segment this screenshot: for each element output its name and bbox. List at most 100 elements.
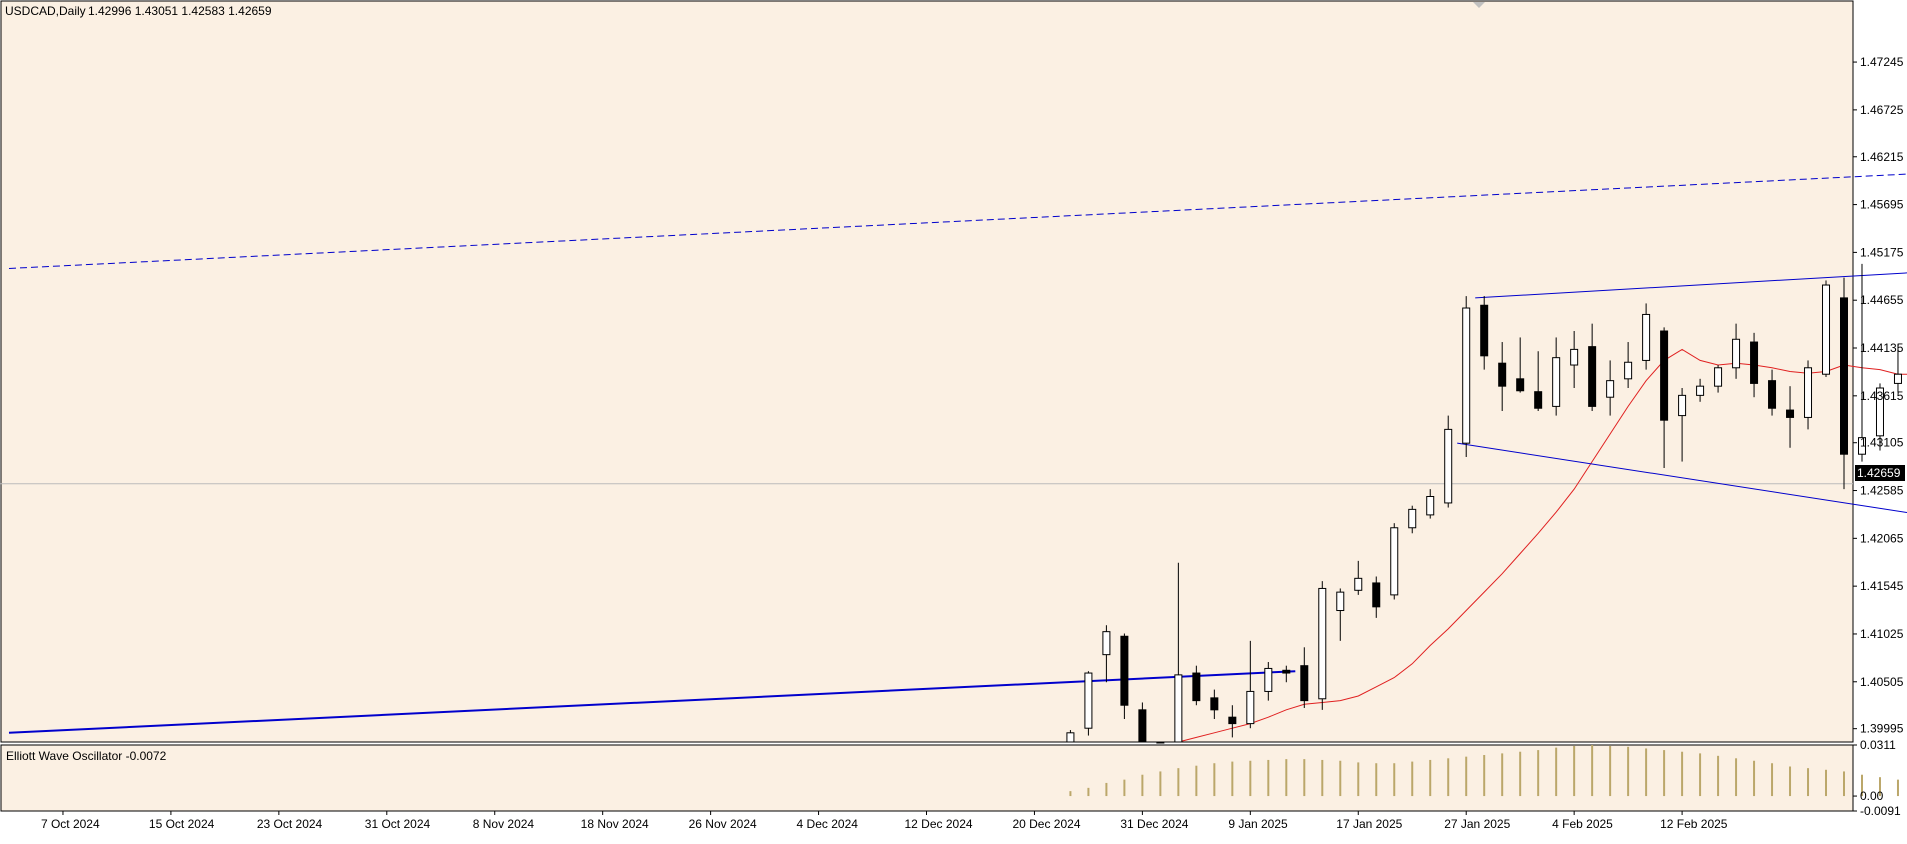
candle [1840, 277, 1849, 490]
date-tick-label: 27 Jan 2025 [1444, 817, 1510, 831]
candle [1264, 662, 1273, 701]
main-plot-area[interactable] [0, 0, 1854, 743]
date-tick-label: 15 Oct 2024 [149, 817, 215, 831]
candle-body-bull [1264, 667, 1273, 692]
candle [1426, 489, 1435, 519]
candle-body-bull [1714, 367, 1723, 387]
date-tick-label: 7 Oct 2024 [41, 817, 100, 831]
trendline-2 [1475, 272, 1907, 299]
candle-body-bull [1552, 357, 1561, 407]
candle-body-bull [1102, 631, 1111, 656]
candle-body-bull [1822, 284, 1831, 375]
candle-body-bull [1624, 361, 1633, 380]
candle-body-bear [1516, 378, 1525, 392]
osc-tick-label: -0.0091 [1860, 804, 1901, 818]
candle [1336, 588, 1345, 641]
price-tick-label: 1.41025 [1860, 627, 1904, 641]
candle-body-bull [1336, 591, 1345, 612]
price-tick-label: 1.39995 [1860, 722, 1904, 736]
trendline-4 [8, 670, 1296, 734]
candle-body-bull [1732, 338, 1741, 369]
price-tick-label: 1.42065 [1860, 531, 1904, 545]
candle [1462, 296, 1471, 457]
candle-body-bull [1606, 380, 1615, 398]
candle-body-bull [1066, 732, 1075, 743]
candle [1678, 388, 1687, 462]
date-tick-label: 12 Feb 2025 [1660, 817, 1728, 831]
candle [1084, 671, 1093, 736]
current-price-bubble: 1.42659 [1855, 465, 1905, 481]
candle-body-bear [1480, 304, 1489, 357]
date-tick-label: 9 Jan 2025 [1228, 817, 1288, 831]
trendline-3 [1457, 442, 1907, 514]
price-tick-label: 1.47245 [1860, 55, 1904, 69]
chart-symbol-title: USDCAD,Daily [5, 4, 86, 18]
candle [1138, 702, 1147, 743]
candle [1714, 365, 1723, 393]
candle [1768, 369, 1777, 416]
candle-body-bear [1300, 665, 1309, 702]
candle [1156, 741, 1165, 744]
candle-body-bull [1408, 508, 1417, 529]
price-tick-label: 1.45695 [1860, 198, 1904, 212]
candle [1282, 665, 1291, 683]
candle-body-bull [1570, 348, 1579, 366]
candle [1750, 332, 1759, 398]
price-tick-label: 1.46725 [1860, 103, 1904, 117]
candle-body-bear [1786, 409, 1795, 418]
candle [1588, 323, 1597, 411]
candle-body-bear [1372, 582, 1381, 608]
candle-body-bull [1390, 527, 1399, 596]
candle [1480, 296, 1489, 370]
candle [1786, 386, 1795, 448]
date-tick-label: 18 Nov 2024 [581, 817, 649, 831]
price-tick-label: 1.43105 [1860, 436, 1904, 450]
candle [1516, 337, 1525, 393]
candle [1660, 327, 1669, 469]
candle-body-bull [1696, 385, 1705, 396]
candle-body-bull [1857, 437, 1866, 455]
candle [1246, 640, 1255, 729]
candle [1732, 323, 1741, 379]
candle-body-bull [1875, 387, 1884, 437]
price-tick-label: 1.43615 [1860, 389, 1904, 403]
candle-body-bull [1084, 672, 1093, 729]
price-tick-label: 1.44135 [1860, 341, 1904, 355]
candle-body-bear [1192, 672, 1201, 702]
date-tick-label: 4 Dec 2024 [797, 817, 859, 831]
candle-body-bear [1588, 346, 1597, 407]
candle-body-bull [1642, 313, 1651, 361]
candle [1300, 647, 1309, 708]
candle-body-bull [1462, 307, 1471, 444]
date-tick-label: 8 Nov 2024 [473, 817, 535, 831]
date-tick-label: 23 Oct 2024 [257, 817, 323, 831]
date-tick-label: 20 Dec 2024 [1012, 817, 1080, 831]
candle [1875, 383, 1884, 451]
candle [1390, 523, 1399, 600]
candle [1210, 689, 1219, 720]
oscillator-plot-area[interactable] [0, 744, 1854, 812]
candle [1120, 633, 1129, 720]
candle [1804, 360, 1813, 430]
candle [1444, 415, 1453, 508]
candle-body-bull [1804, 367, 1813, 418]
current-price-bubble-bg [1855, 465, 1905, 481]
candle-body-bear [1534, 391, 1543, 409]
candle [1318, 581, 1327, 710]
date-tick-label: 31 Oct 2024 [365, 817, 431, 831]
price-tick-label: 1.41545 [1860, 579, 1904, 593]
candle-body-bear [1120, 635, 1129, 706]
price-tick-label: 1.45175 [1860, 245, 1904, 259]
candle [1174, 562, 1183, 743]
candle [1192, 665, 1201, 706]
ohlc-readout: 1.42996 1.43051 1.42583 1.42659 [88, 4, 272, 18]
candle [1372, 576, 1381, 618]
candle [1534, 351, 1543, 411]
candle-body-bull [1444, 428, 1453, 504]
candle [1570, 331, 1579, 389]
moving-average-line [1178, 348, 1907, 743]
scroll-marker-icon[interactable] [1473, 2, 1485, 8]
date-tick-label: 12 Dec 2024 [905, 817, 973, 831]
candle [1498, 342, 1507, 411]
